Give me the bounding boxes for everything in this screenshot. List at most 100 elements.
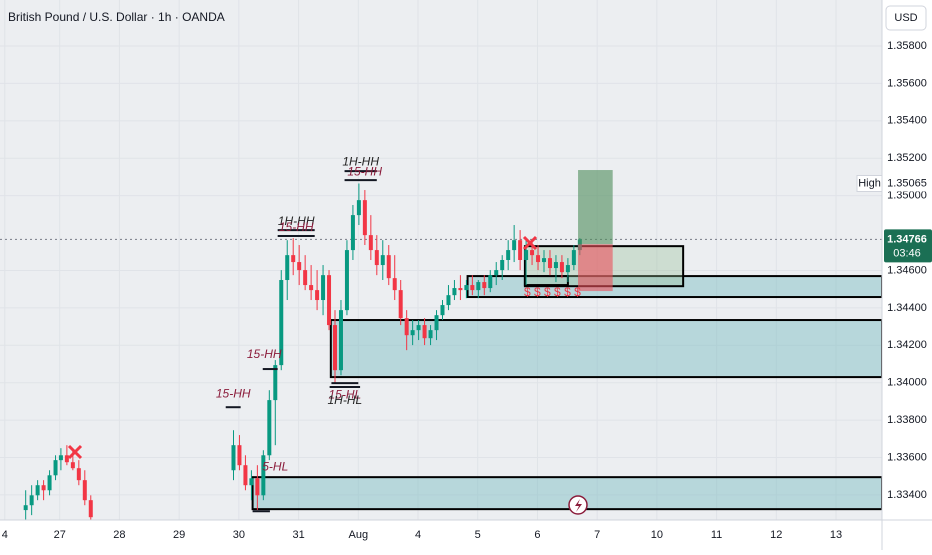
plot-background	[0, 0, 882, 520]
candle-body	[542, 258, 547, 263]
candle-body	[512, 240, 517, 251]
level-label: 5-HL	[262, 459, 288, 473]
x-tick-label: Aug	[349, 529, 369, 541]
candle-body	[327, 275, 332, 326]
x-tick-label: 4	[2, 529, 8, 541]
candle-body	[506, 250, 511, 260]
x-tick-label: 28	[113, 529, 125, 541]
candle-body	[64, 455, 69, 463]
candle-body	[338, 310, 343, 371]
candle-body	[440, 305, 445, 316]
candle-body	[452, 288, 457, 296]
candle-body	[547, 258, 552, 269]
x-tick-label: 12	[770, 529, 782, 541]
x-tick-label: 13	[830, 529, 842, 541]
level-label: 15-HH	[279, 220, 314, 234]
countdown: 03:46	[893, 247, 921, 259]
x-tick-label: 31	[292, 529, 304, 541]
candle-body	[297, 262, 302, 271]
markers	[67, 235, 588, 515]
candle-body	[243, 465, 248, 486]
last-price-badge	[884, 229, 932, 263]
candle-body	[237, 445, 242, 466]
chart-title: British Pound / U.S. Dollar · 1h · OANDA	[8, 10, 225, 24]
y-tick-label: 1.35400	[887, 115, 927, 127]
grid	[0, 0, 882, 520]
candle-body	[255, 478, 260, 496]
y-tick-label: 1.35000	[887, 190, 927, 202]
candle-body	[494, 270, 499, 276]
candle-body	[458, 288, 463, 291]
candle-body	[398, 290, 403, 319]
price-axis	[882, 0, 932, 550]
candle-body	[285, 255, 290, 281]
zone	[251, 476, 882, 511]
candle-body	[422, 325, 427, 339]
candle-body	[53, 460, 58, 476]
y-tick-label: 1.35800	[887, 40, 927, 52]
candle-body	[518, 240, 523, 260]
candle-body	[368, 235, 373, 251]
candle-body	[41, 485, 46, 491]
candle-body	[356, 200, 361, 216]
axes: 1.35800 1.35600 1.35400 1.35200 1.35000 1.346…	[2, 40, 927, 541]
x-marker	[67, 444, 83, 460]
y-tick-label: 1.33600	[887, 451, 927, 463]
x-tick-label: 6	[534, 529, 540, 541]
candle-body	[273, 365, 278, 401]
y-tick-label: 1.35200	[887, 152, 927, 164]
level-label: 1H-HH	[278, 214, 315, 228]
candle-body	[231, 445, 236, 471]
candle-body	[470, 285, 475, 291]
candle-body	[333, 325, 338, 371]
candle-body	[344, 250, 349, 311]
x-tick-label: 27	[54, 529, 66, 541]
candle-body	[571, 250, 576, 266]
currency-button[interactable]	[885, 5, 927, 31]
candle-body	[82, 480, 87, 501]
candle-body	[76, 468, 81, 481]
candle-body	[350, 215, 355, 251]
high-label: High	[858, 177, 881, 189]
y-tick-label: 1.34000	[887, 377, 927, 389]
candle-body	[291, 255, 296, 263]
x-marker	[522, 235, 538, 251]
candle-body	[559, 262, 564, 273]
candle-body	[553, 262, 558, 269]
zone	[578, 244, 613, 292]
candle-body	[279, 280, 284, 366]
candle-body	[321, 275, 326, 301]
candle-body	[47, 475, 52, 491]
candle-body	[309, 285, 314, 291]
candle-body	[386, 255, 391, 279]
candle-body	[476, 282, 481, 291]
candle-body	[88, 500, 93, 518]
high-value: 1.35065	[887, 177, 927, 189]
candle-body	[428, 330, 433, 339]
x-tick-label: 10	[651, 529, 663, 541]
time-axis	[0, 520, 882, 550]
candle-body	[446, 295, 451, 306]
zone	[578, 170, 613, 245]
level-label: 1H-HL	[328, 393, 363, 407]
candle-body	[58, 455, 63, 461]
candle-body	[530, 250, 535, 256]
level-label: 15-HH	[216, 386, 251, 400]
candle-body	[70, 462, 75, 469]
y-tick-label: 1.35600	[887, 77, 927, 89]
candle-body	[565, 265, 570, 273]
currency[interactable]: USD	[894, 12, 917, 24]
candle-body	[488, 275, 493, 289]
candle-body	[315, 290, 320, 301]
x-tick-label: 5	[475, 529, 481, 541]
liquidity-label: $ $ $ $ $ $	[524, 285, 581, 299]
y-tick-label: 1.34600	[887, 264, 927, 276]
x-tick-label: 11	[711, 529, 722, 541]
y-tick-label: 1.34400	[887, 302, 927, 314]
level-label: 15-HH	[247, 347, 282, 361]
y-tick-label: 1.34200	[887, 339, 927, 351]
candle-body	[536, 255, 541, 263]
level-label: 15-HH	[347, 164, 382, 178]
